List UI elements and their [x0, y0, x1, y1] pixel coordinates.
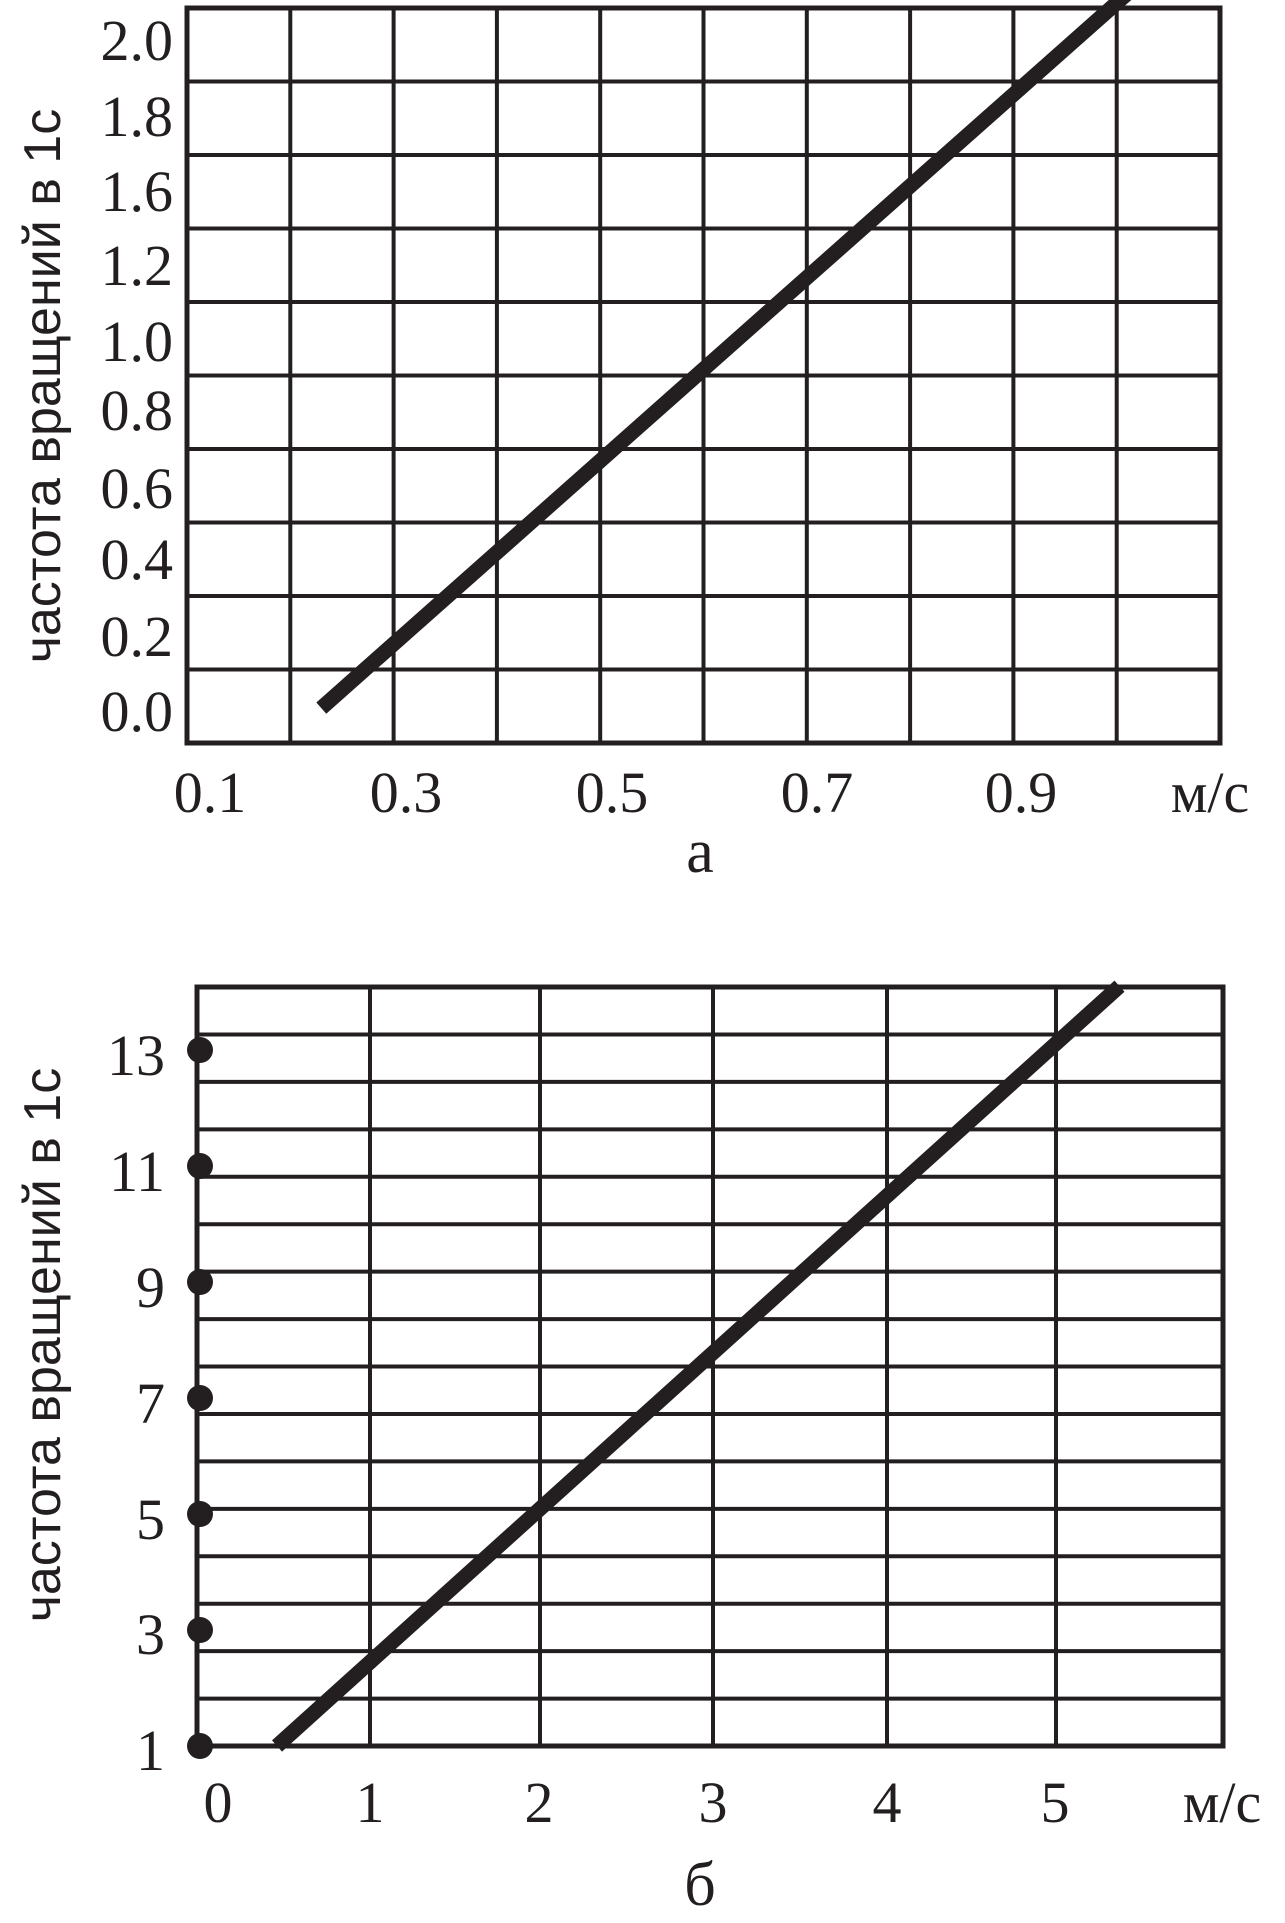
chart-a-y-tick-label: 0.4 — [101, 527, 174, 592]
chart-b-grid — [197, 987, 1223, 1746]
chart-b-x-tick-label: 1 — [356, 1770, 385, 1835]
chart-a-y-tick-label: 2.0 — [101, 8, 174, 73]
chart-a-x-unit-label: м/с — [1171, 760, 1250, 825]
chart-a-data-line — [316, 0, 1132, 714]
chart-b-x-tick-label: 2 — [525, 1770, 554, 1835]
chart-b-y-tick-label: 1 — [136, 1718, 165, 1783]
chart-b-series — [271, 980, 1125, 1752]
chart-a-x-tick-label: 0.9 — [985, 760, 1058, 825]
chart-a-plot-frame — [184, 5, 1223, 746]
chart-a: частота вращений в 1с 2.0 1.8 1.6 1.2 1.… — [14, 0, 1249, 886]
chart-b-y-axis-label: частота вращений в 1с — [14, 1068, 72, 1622]
chart-a-series — [316, 0, 1132, 714]
chart-b-x-tick-label: 5 — [1041, 1770, 1070, 1835]
chart-b-y-tick-label: 13 — [107, 1023, 165, 1088]
chart-b-x-tick-label: 3 — [699, 1770, 728, 1835]
chart-b: частота вращений в 1с 13 11 9 7 5 3 1 0 … — [14, 980, 1262, 1919]
chart-a-grid — [187, 8, 1220, 743]
chart-a-x-tick-label: 0.7 — [781, 760, 854, 825]
chart-a-y-tick-label: 1.0 — [101, 309, 174, 374]
chart-a-x-tick-label: 0.1 — [174, 760, 247, 825]
chart-b-y-marker — [187, 1617, 213, 1643]
chart-b-y-tick-label: 7 — [136, 1371, 165, 1436]
chart-a-y-tick-label: 0.8 — [101, 378, 174, 443]
chart-a-y-tick-label: 1.8 — [101, 84, 174, 149]
chart-b-x-tick-label: 0 — [204, 1770, 233, 1835]
chart-a-y-tick-label: 0.2 — [101, 604, 174, 669]
chart-b-y-axis-markers — [187, 1037, 213, 1759]
chart-a-caption: а — [686, 818, 714, 886]
chart-a-y-tick-label: 0.0 — [101, 679, 174, 744]
chart-b-data-line — [271, 980, 1125, 1752]
chart-b-y-tick-label: 3 — [136, 1602, 165, 1667]
chart-b-plot-frame — [194, 984, 1226, 1749]
chart-a-x-tick-label: 0.5 — [576, 760, 649, 825]
chart-a-y-tick-label: 1.2 — [101, 233, 174, 298]
chart-b-y-tick-label: 5 — [136, 1487, 165, 1552]
chart-b-y-marker — [187, 1037, 213, 1063]
chart-a-y-tick-label: 0.6 — [101, 456, 174, 521]
chart-b-y-marker — [187, 1153, 213, 1179]
chart-b-y-marker — [187, 1733, 213, 1759]
chart-b-x-tick-label: 4 — [873, 1770, 902, 1835]
chart-b-y-marker — [187, 1269, 213, 1295]
chart-a-y-axis-label: частота вращений в 1с — [14, 109, 72, 663]
chart-a-x-tick-label: 0.3 — [370, 760, 443, 825]
chart-b-y-tick-label: 11 — [109, 1139, 165, 1204]
chart-b-caption: б — [684, 1851, 716, 1919]
chart-b-y-tick-label: 9 — [136, 1255, 165, 1320]
chart-b-y-marker — [187, 1501, 213, 1527]
chart-b-y-marker — [187, 1385, 213, 1411]
chart-b-x-unit-label: м/с — [1183, 1770, 1262, 1835]
chart-a-y-tick-label: 1.6 — [101, 159, 174, 224]
